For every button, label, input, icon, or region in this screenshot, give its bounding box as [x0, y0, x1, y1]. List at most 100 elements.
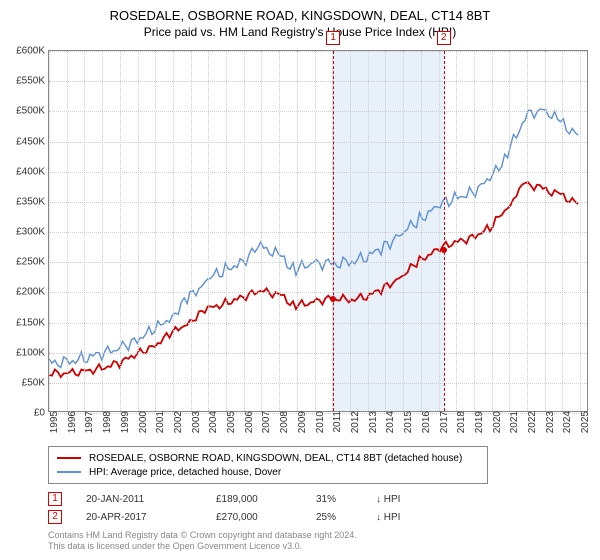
y-gridline	[49, 142, 587, 143]
sale-pct: 25%	[316, 512, 376, 523]
marker-vline	[444, 51, 445, 411]
x-tick-label: 2025	[576, 411, 591, 433]
y-gridline	[49, 323, 587, 324]
x-tick-label: 2022	[523, 411, 538, 433]
x-tick-label: 2019	[470, 411, 485, 433]
x-tick-label: 2004	[204, 411, 219, 433]
y-gridline	[49, 292, 587, 293]
x-tick-label: 2001	[151, 411, 166, 433]
x-gridline	[580, 51, 581, 411]
x-tick-label: 2020	[488, 411, 503, 433]
y-tick-label: £50K	[22, 377, 49, 388]
y-gridline	[49, 262, 587, 263]
x-gridline	[138, 51, 139, 411]
y-tick-label: £450K	[16, 136, 49, 147]
x-tick-label: 2002	[169, 411, 184, 433]
y-tick-label: £600K	[16, 46, 49, 57]
x-gridline	[368, 51, 369, 411]
x-gridline	[439, 51, 440, 411]
sale-arrow: ↓ HPI	[376, 494, 406, 505]
x-tick-label: 2014	[381, 411, 396, 433]
y-gridline	[49, 51, 587, 52]
x-gridline	[67, 51, 68, 411]
x-tick-label: 2008	[275, 411, 290, 433]
x-tick-label: 2023	[541, 411, 556, 433]
sale-pct: 31%	[316, 494, 376, 505]
x-gridline	[173, 51, 174, 411]
x-gridline	[562, 51, 563, 411]
y-tick-label: £250K	[16, 257, 49, 268]
x-tick-label: 2015	[399, 411, 414, 433]
x-tick-label: 2016	[417, 411, 432, 433]
y-tick-label: £200K	[16, 287, 49, 298]
x-gridline	[385, 51, 386, 411]
chart-subtitle: Price paid vs. HM Land Registry's House …	[0, 23, 600, 39]
y-gridline	[49, 111, 587, 112]
chart-title: ROSEDALE, OSBORNE ROAD, KINGSDOWN, DEAL,…	[0, 0, 600, 23]
x-tick-label: 2017	[435, 411, 450, 433]
x-tick-label: 1995	[45, 411, 60, 433]
license-text: Contains HM Land Registry data © Crown c…	[48, 530, 357, 552]
marker-vline	[333, 51, 334, 411]
x-tick-label: 2018	[452, 411, 467, 433]
x-gridline	[545, 51, 546, 411]
x-gridline	[49, 51, 50, 411]
x-tick-label: 2006	[240, 411, 255, 433]
sale-row: 1 20-JAN-2011£189,00031%↓ HPI	[48, 490, 406, 508]
x-gridline	[102, 51, 103, 411]
legend-label: HPI: Average price, detached house, Dove…	[89, 467, 281, 478]
y-tick-label: £550K	[16, 76, 49, 87]
x-tick-label: 2021	[505, 411, 520, 433]
plot-area: £0£50K£100K£150K£200K£250K£300K£350K£400…	[48, 50, 588, 412]
y-gridline	[49, 232, 587, 233]
series-property	[49, 182, 578, 377]
x-tick-label: 1999	[116, 411, 131, 433]
line-layer	[49, 51, 587, 411]
license-line-1: Contains HM Land Registry data © Crown c…	[48, 530, 357, 541]
x-gridline	[226, 51, 227, 411]
x-tick-label: 2007	[257, 411, 272, 433]
sale-dot	[330, 296, 336, 302]
x-gridline	[350, 51, 351, 411]
chart-container: ROSEDALE, OSBORNE ROAD, KINGSDOWN, DEAL,…	[0, 0, 600, 560]
x-tick-label: 2012	[346, 411, 361, 433]
x-tick-label: 2009	[293, 411, 308, 433]
x-tick-label: 1998	[98, 411, 113, 433]
sale-index-box: 1	[48, 492, 62, 506]
sale-date: 20-JAN-2011	[86, 494, 216, 505]
y-gridline	[49, 353, 587, 354]
x-tick-label: 2000	[134, 411, 149, 433]
x-gridline	[527, 51, 528, 411]
y-tick-label: £500K	[16, 106, 49, 117]
x-gridline	[279, 51, 280, 411]
y-gridline	[49, 172, 587, 173]
legend-swatch	[57, 471, 81, 473]
x-gridline	[474, 51, 475, 411]
legend: ROSEDALE, OSBORNE ROAD, KINGSDOWN, DEAL,…	[48, 446, 488, 484]
x-tick-label: 1996	[63, 411, 78, 433]
y-gridline	[49, 383, 587, 384]
x-gridline	[492, 51, 493, 411]
sale-arrow: ↓ HPI	[376, 512, 406, 523]
sale-row: 220-APR-2017£270,00025%↓ HPI	[48, 508, 406, 526]
sale-price: £270,000	[216, 512, 316, 523]
x-gridline	[155, 51, 156, 411]
y-tick-label: £150K	[16, 317, 49, 328]
x-gridline	[84, 51, 85, 411]
sale-price: £189,000	[216, 494, 316, 505]
legend-swatch	[57, 457, 81, 459]
marker-label: 2	[437, 31, 451, 45]
x-gridline	[120, 51, 121, 411]
x-gridline	[421, 51, 422, 411]
x-tick-label: 2005	[222, 411, 237, 433]
legend-label: ROSEDALE, OSBORNE ROAD, KINGSDOWN, DEAL,…	[89, 453, 462, 464]
x-gridline	[403, 51, 404, 411]
sale-dot	[441, 247, 447, 253]
x-tick-label: 2013	[364, 411, 379, 433]
x-tick-label: 2011	[328, 411, 343, 433]
y-tick-label: £350K	[16, 196, 49, 207]
x-tick-label: 2010	[311, 411, 326, 433]
x-tick-label: 1997	[80, 411, 95, 433]
y-tick-label: £300K	[16, 227, 49, 238]
series-hpi	[49, 109, 578, 368]
